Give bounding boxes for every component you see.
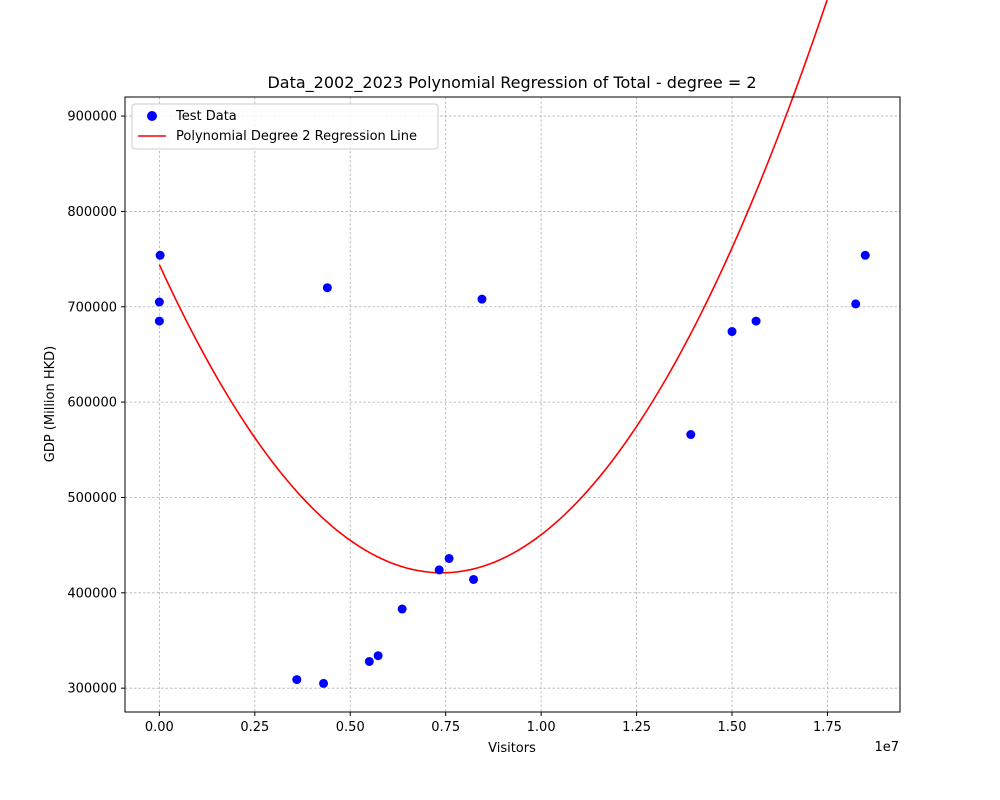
data-point: [477, 294, 487, 304]
data-point: [860, 250, 870, 260]
data-point: [851, 299, 861, 309]
data-point: [469, 574, 479, 584]
x-axis-multiplier: 1e7: [874, 740, 899, 755]
x-axis-label: Visitors: [488, 741, 536, 756]
x-tick-label: 1.25: [622, 720, 651, 735]
scatter-points: [154, 250, 870, 688]
x-tick-label: 0.25: [240, 720, 269, 735]
data-point: [364, 656, 374, 666]
y-tick-label: 900000: [67, 110, 117, 125]
data-point: [434, 565, 444, 575]
legend-label-test-data: Test Data: [175, 109, 237, 124]
y-tick-label: 700000: [67, 300, 117, 315]
x-tick-label: 1.75: [813, 720, 842, 735]
data-point: [397, 604, 407, 614]
y-tick-label: 600000: [67, 396, 117, 411]
data-point: [154, 316, 164, 326]
y-axis-ticks: 300000 400000 500000 600000 700000 800000 9000…: [67, 110, 125, 697]
y-tick-label: 500000: [67, 491, 117, 506]
data-point: [154, 297, 164, 307]
x-tick-label: 0.75: [431, 720, 460, 735]
legend-box: [131, 103, 439, 150]
data-point: [322, 283, 332, 293]
data-point: [444, 553, 454, 563]
regression-line: [158, 0, 828, 574]
data-point: [292, 675, 302, 685]
legend-marker-test-data: [147, 111, 157, 121]
y-tick-label: 400000: [67, 586, 117, 601]
x-axis-ticks: 0.00 0.25 0.50 0.75 1.00 1.25 1.50 1.75: [145, 712, 842, 735]
data-point: [155, 250, 165, 260]
y-tick-label: 800000: [67, 205, 117, 220]
data-point: [727, 327, 737, 337]
chart-title: Data_2002_2023 Polynomial Regression of …: [267, 73, 756, 93]
grid-lines: [125, 97, 900, 712]
data-point: [686, 430, 696, 440]
y-tick-label: 300000: [67, 682, 117, 697]
legend-label-regression-line: Polynomial Degree 2 Regression Line: [176, 129, 417, 144]
x-tick-label: 1.50: [718, 720, 747, 735]
data-point: [319, 678, 329, 688]
y-axis-label: GDP (Million HKD): [43, 346, 58, 463]
data-point: [373, 651, 383, 661]
x-tick-label: 1.00: [527, 720, 556, 735]
x-tick-label: 0.00: [145, 720, 174, 735]
x-tick-label: 0.50: [336, 720, 365, 735]
plot-frame: [124, 96, 901, 713]
data-point: [751, 316, 761, 326]
legend: Test Data Polynomial Degree 2 Regression…: [131, 103, 439, 150]
